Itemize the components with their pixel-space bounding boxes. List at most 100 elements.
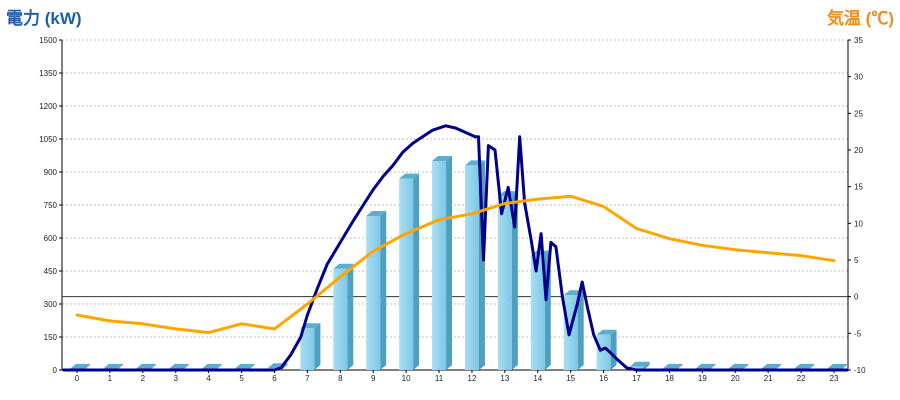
- bar-side: [149, 363, 156, 370]
- right-axis-title: 気温 (℃): [826, 9, 894, 28]
- left-tick-label: 450: [44, 267, 58, 276]
- x-tick-label: 8: [338, 374, 343, 383]
- bar-top: [596, 329, 617, 335]
- bar-top: [168, 363, 189, 369]
- right-tick-label: -10: [854, 366, 866, 375]
- x-tick-label: 21: [764, 374, 773, 383]
- left-tick-label: 0: [53, 366, 58, 375]
- bar-face: [366, 216, 381, 370]
- right-tick-label: 35: [854, 36, 863, 45]
- bar[interactable]: [366, 211, 387, 370]
- bar-top: [399, 173, 420, 179]
- bar[interactable]: [399, 173, 420, 370]
- bar[interactable]: [596, 329, 617, 370]
- bar-face: [629, 366, 644, 370]
- x-tick-label: 10: [402, 374, 411, 383]
- bar-top: [827, 363, 847, 369]
- bar-face: [530, 255, 545, 370]
- left-tick-label: 150: [44, 333, 58, 342]
- bar[interactable]: [497, 191, 518, 370]
- bar-top: [432, 156, 453, 161]
- x-tick-label: 11: [435, 374, 444, 383]
- bar[interactable]: [300, 323, 321, 370]
- bar-side: [347, 263, 354, 370]
- bar-side: [676, 363, 683, 370]
- right-tick-label: 15: [854, 183, 863, 192]
- bar-top: [761, 363, 782, 369]
- x-tick-label: 14: [533, 374, 542, 383]
- bar-side: [511, 191, 518, 370]
- bar-top: [530, 250, 551, 256]
- x-tick-label: 16: [599, 374, 608, 383]
- left-tick-label: 750: [44, 201, 58, 210]
- bar-top: [102, 363, 123, 369]
- temperature-line[interactable]: [75, 194, 836, 335]
- bar-top: [794, 363, 815, 369]
- bar-side: [380, 211, 387, 370]
- x-tick-label: 13: [500, 374, 509, 383]
- bar-top: [333, 263, 354, 269]
- bar[interactable]: [333, 263, 354, 370]
- power-line[interactable]: [62, 124, 849, 372]
- bar-side: [84, 363, 90, 370]
- bar-side: [215, 363, 222, 370]
- x-tick-label: 9: [371, 374, 376, 383]
- bar-side: [248, 363, 255, 370]
- right-tick-label: 10: [854, 219, 863, 228]
- x-tick-label: 12: [468, 374, 477, 383]
- x-tick-label: 23: [830, 374, 839, 383]
- bar-face: [497, 196, 512, 370]
- bar-side: [808, 363, 815, 370]
- x-tick-label: 3: [174, 374, 179, 383]
- bar-top: [662, 363, 683, 369]
- bar[interactable]: [432, 156, 453, 370]
- right-tick-label: 5: [854, 256, 859, 265]
- bar-top: [695, 363, 716, 369]
- right-tick-label: -5: [854, 329, 862, 338]
- x-tick-label: 1: [108, 374, 113, 383]
- right-tick-label: 20: [854, 146, 863, 155]
- bar-side: [841, 363, 847, 370]
- x-tick-label: 5: [239, 374, 244, 383]
- bar-side: [182, 363, 189, 370]
- bar-side: [413, 173, 420, 370]
- bar[interactable]: [629, 361, 650, 370]
- bar-side: [709, 363, 716, 370]
- bar-side: [643, 361, 650, 370]
- bar-side: [577, 290, 584, 370]
- bar-face: [399, 178, 414, 370]
- x-tick-label: 0: [75, 374, 80, 383]
- left-tick-label: 1050: [39, 135, 57, 144]
- bar-side: [610, 329, 617, 370]
- bar-side: [314, 323, 321, 370]
- x-tick-label: 20: [731, 374, 740, 383]
- x-tick-label: 15: [566, 374, 575, 383]
- bar-top: [135, 363, 156, 369]
- left-tick-label: 1350: [39, 69, 57, 78]
- left-tick-label: 900: [44, 168, 58, 177]
- bar-side: [116, 363, 123, 370]
- bar-side: [775, 363, 782, 370]
- x-tick-label: 22: [797, 374, 806, 383]
- right-tick-label: 0: [854, 293, 859, 302]
- bar-side: [281, 363, 288, 370]
- left-tick-label: 1200: [39, 102, 57, 111]
- bar-face: [300, 328, 315, 370]
- x-tick-label: 17: [632, 374, 641, 383]
- x-tick-label: 7: [305, 374, 310, 383]
- bar-top: [366, 211, 387, 216]
- bar-face: [333, 268, 348, 370]
- left-tick-label: 300: [44, 300, 58, 309]
- bar-top: [629, 361, 650, 367]
- x-tick-label: 4: [206, 374, 211, 383]
- right-tick-label: 25: [854, 109, 863, 118]
- bar-top: [70, 363, 90, 369]
- x-tick-label: 19: [698, 374, 707, 383]
- bar-top: [201, 363, 222, 369]
- x-tick-label: 2: [141, 374, 146, 383]
- left-axis-title: 電力 (kW): [6, 9, 82, 28]
- bar-side: [446, 156, 453, 370]
- bar-top: [234, 363, 255, 369]
- x-tick-label: 6: [272, 374, 277, 383]
